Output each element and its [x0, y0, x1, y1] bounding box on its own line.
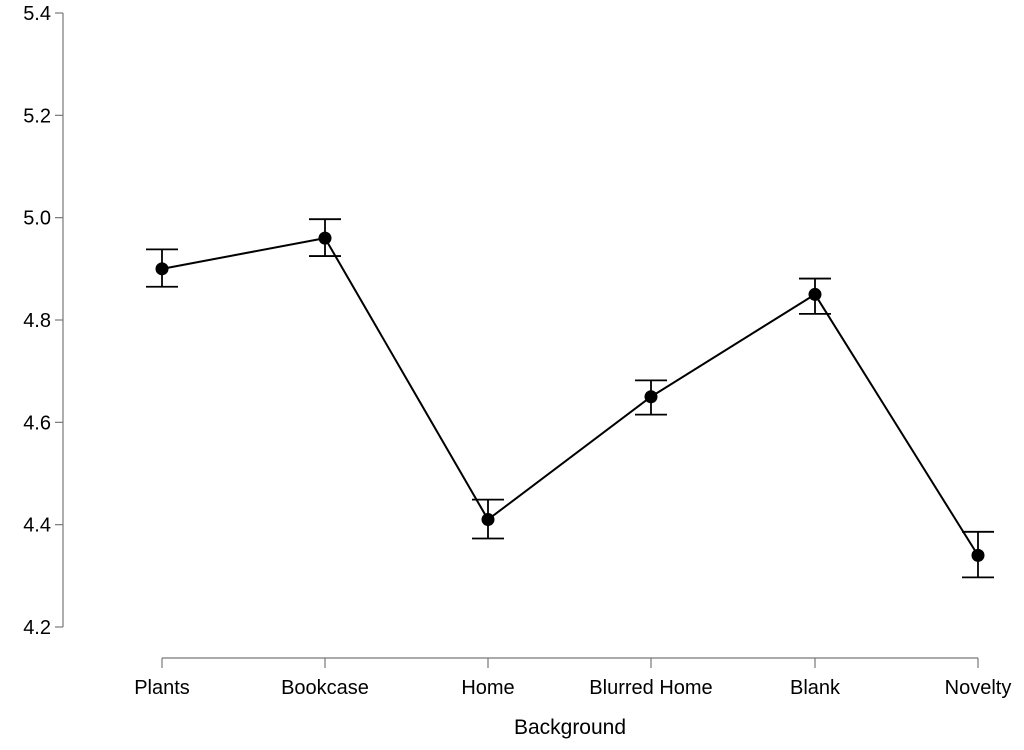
data-point — [318, 231, 332, 245]
y-tick-label: 5.4 — [23, 3, 51, 25]
series-line — [161, 237, 979, 556]
data-point — [808, 287, 822, 301]
x-tick-label: Bookcase — [281, 677, 369, 699]
series — [155, 231, 985, 562]
y-tick-label: 4.6 — [23, 412, 51, 434]
error-bars — [146, 218, 994, 579]
data-point — [644, 390, 658, 404]
y-tick-label: 4.4 — [23, 515, 51, 537]
y-axis: 4.2 4.4 4.6 4.8 5.0 5.2 5.4 — [23, 3, 64, 639]
y-tick-label: 4.8 — [23, 310, 51, 332]
y-tick-label: 5.2 — [23, 105, 51, 127]
x-tick-label: Plants — [134, 677, 190, 699]
x-tick-label: Novelty — [945, 677, 1012, 699]
x-axis-title: Background — [514, 716, 626, 739]
x-tick-label: Blurred Home — [589, 677, 712, 699]
x-tick-label: Blank — [790, 677, 841, 699]
y-tick-label: 5.0 — [23, 208, 51, 230]
data-point — [481, 513, 495, 527]
data-point — [155, 262, 169, 276]
data-point — [971, 548, 985, 562]
y-tick-label: 4.2 — [23, 617, 51, 639]
x-tick-label: Home — [461, 677, 514, 699]
x-axis: Plants Bookcase Home Blurred Home Blank Novel… — [134, 657, 1012, 699]
